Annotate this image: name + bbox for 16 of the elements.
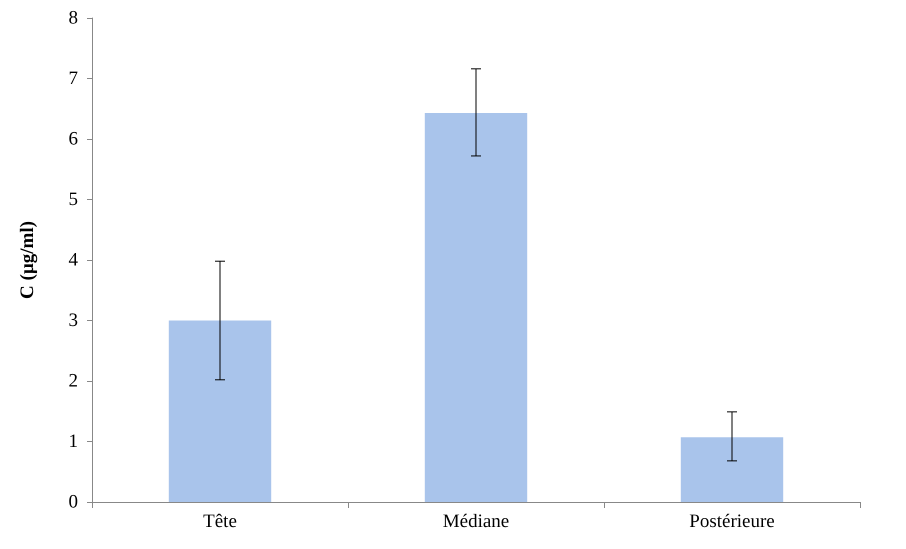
y-axis-title: C (µg/ml)	[17, 221, 38, 299]
x-tick-label: Postérieure	[689, 511, 775, 532]
x-tick-label: Tête	[203, 511, 237, 532]
bar	[168, 320, 272, 502]
y-tick-label: 5	[68, 189, 78, 210]
y-tick-label: 2	[68, 370, 78, 392]
bar	[424, 112, 528, 502]
y-tick-label: 4	[68, 250, 78, 270]
y-tick-label: 0	[68, 492, 78, 512]
x-tick-label: Médiane	[442, 511, 510, 532]
y-tick-label: 3	[68, 310, 78, 331]
y-tick-label: 8	[68, 8, 78, 28]
y-tick-label: 7	[68, 68, 78, 89]
y-tick-label: 6	[68, 128, 78, 150]
y-tick-label: 1	[68, 431, 78, 452]
bar	[680, 437, 784, 502]
